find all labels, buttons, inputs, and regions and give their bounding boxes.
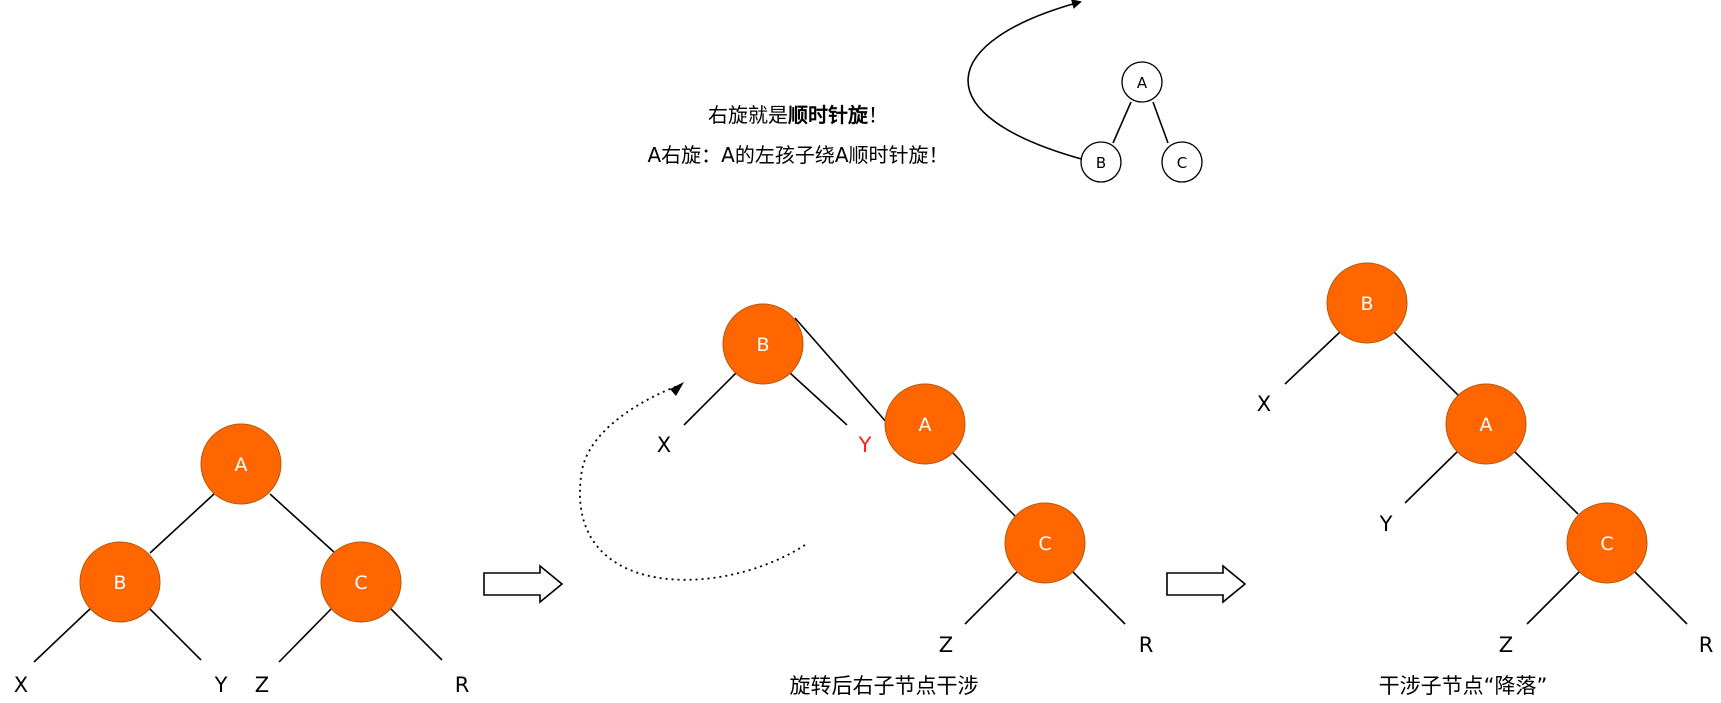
tree-1-original: A B C X Y Z R <box>14 423 470 697</box>
tree3-node-c-label: C <box>1600 533 1613 555</box>
tree2-edge-c-z <box>964 571 1018 625</box>
tree-3-result: B A C X Y Z R 干涉子节点“降落” <box>1257 262 1714 698</box>
tree2-edge-b-x <box>683 372 737 426</box>
tree1-node-c-label: C <box>354 572 367 594</box>
tree2-node-a-label: A <box>919 414 932 436</box>
tree3-node-b-label: B <box>1360 293 1373 315</box>
tree1-leaf-z: Z <box>255 673 269 697</box>
tree2-node-b-label: B <box>756 334 769 356</box>
tree3-node-a-label: A <box>1480 414 1493 436</box>
transition-arrow-2 <box>1166 564 1247 604</box>
tree2-leaf-r: R <box>1139 633 1154 657</box>
tree3-edge-b-a <box>1393 331 1460 397</box>
tree1-leaf-x: X <box>14 673 28 697</box>
tree2-rotation-arrowhead <box>670 382 684 396</box>
tree2-leaf-z: Z <box>939 633 953 657</box>
mini-edge-a-c <box>1152 101 1169 144</box>
mini-node-c-label: C <box>1177 154 1187 172</box>
tree3-edge-c-r <box>1634 571 1688 625</box>
tree3-caption: 干涉子节点“降落” <box>1379 674 1548 698</box>
tree2-node-b <box>722 303 804 385</box>
tree1-node-a-label: A <box>235 454 248 476</box>
tree3-leaf-z: Z <box>1499 633 1513 657</box>
mini-rotation-arrow <box>967 0 1086 161</box>
tree3-leaf-r: R <box>1699 633 1714 657</box>
tree-2-rotated: B A C X Y Z R 旋转后右子节点干涉 <box>579 303 1154 698</box>
tree2-leaf-y: Y <box>858 433 872 457</box>
tree2-edge-b-a <box>794 317 903 441</box>
tree2-rotation-arrow <box>579 384 806 581</box>
tree2-edge-c-r <box>1072 571 1126 625</box>
mini-node-b-label: B <box>1096 154 1106 172</box>
tree3-leaf-y: Y <box>1379 512 1393 536</box>
tree3-edge-b-x <box>1284 331 1341 385</box>
tree3-node-b <box>1326 262 1408 344</box>
tree2-edge-b-y <box>789 372 848 426</box>
intro-line-2: A右旋：A的左孩子绕A顺时针旋！ <box>647 143 948 167</box>
tree1-node-c <box>320 541 402 623</box>
mini-node-c <box>1161 141 1203 183</box>
mini-tree: A B C <box>967 0 1203 183</box>
intro-line-1: 右旋就是顺时针旋！ <box>708 103 888 127</box>
tree1-edge-c-z <box>278 606 334 663</box>
transition-arrow-1 <box>483 564 564 604</box>
mini-node-b <box>1080 141 1122 183</box>
tree3-node-a <box>1445 383 1527 465</box>
tree3-node-c <box>1566 502 1648 584</box>
tree2-leaf-x: X <box>657 433 671 457</box>
tree1-leaf-r: R <box>455 673 470 697</box>
tree2-edge-a-c <box>949 449 1016 517</box>
tree1-edge-c-r <box>388 606 443 661</box>
tree3-leaf-x: X <box>1257 392 1271 416</box>
tree3-edge-a-c <box>1512 449 1579 515</box>
tree2-node-c-label: C <box>1038 533 1051 555</box>
tree1-edge-b-x <box>33 606 93 663</box>
tree3-edge-c-z <box>1526 571 1580 625</box>
tree2-node-c <box>1004 502 1086 584</box>
tree2-node-a <box>884 383 966 465</box>
tree1-node-a <box>200 423 282 505</box>
tree1-edge-a-b <box>149 493 215 554</box>
tree1-edge-a-c <box>269 493 336 554</box>
tree3-edge-a-y <box>1404 449 1460 504</box>
tree2-caption: 旋转后右子节点干涉 <box>790 674 979 698</box>
tree1-leaf-y: Y <box>214 673 228 697</box>
tree1-node-b <box>79 541 161 623</box>
tree1-node-b-label: B <box>113 572 126 594</box>
tree1-edge-b-y <box>147 606 202 661</box>
mini-node-a-label: A <box>1137 74 1148 92</box>
mini-node-a <box>1121 61 1163 103</box>
mini-edge-a-b <box>1112 101 1132 144</box>
